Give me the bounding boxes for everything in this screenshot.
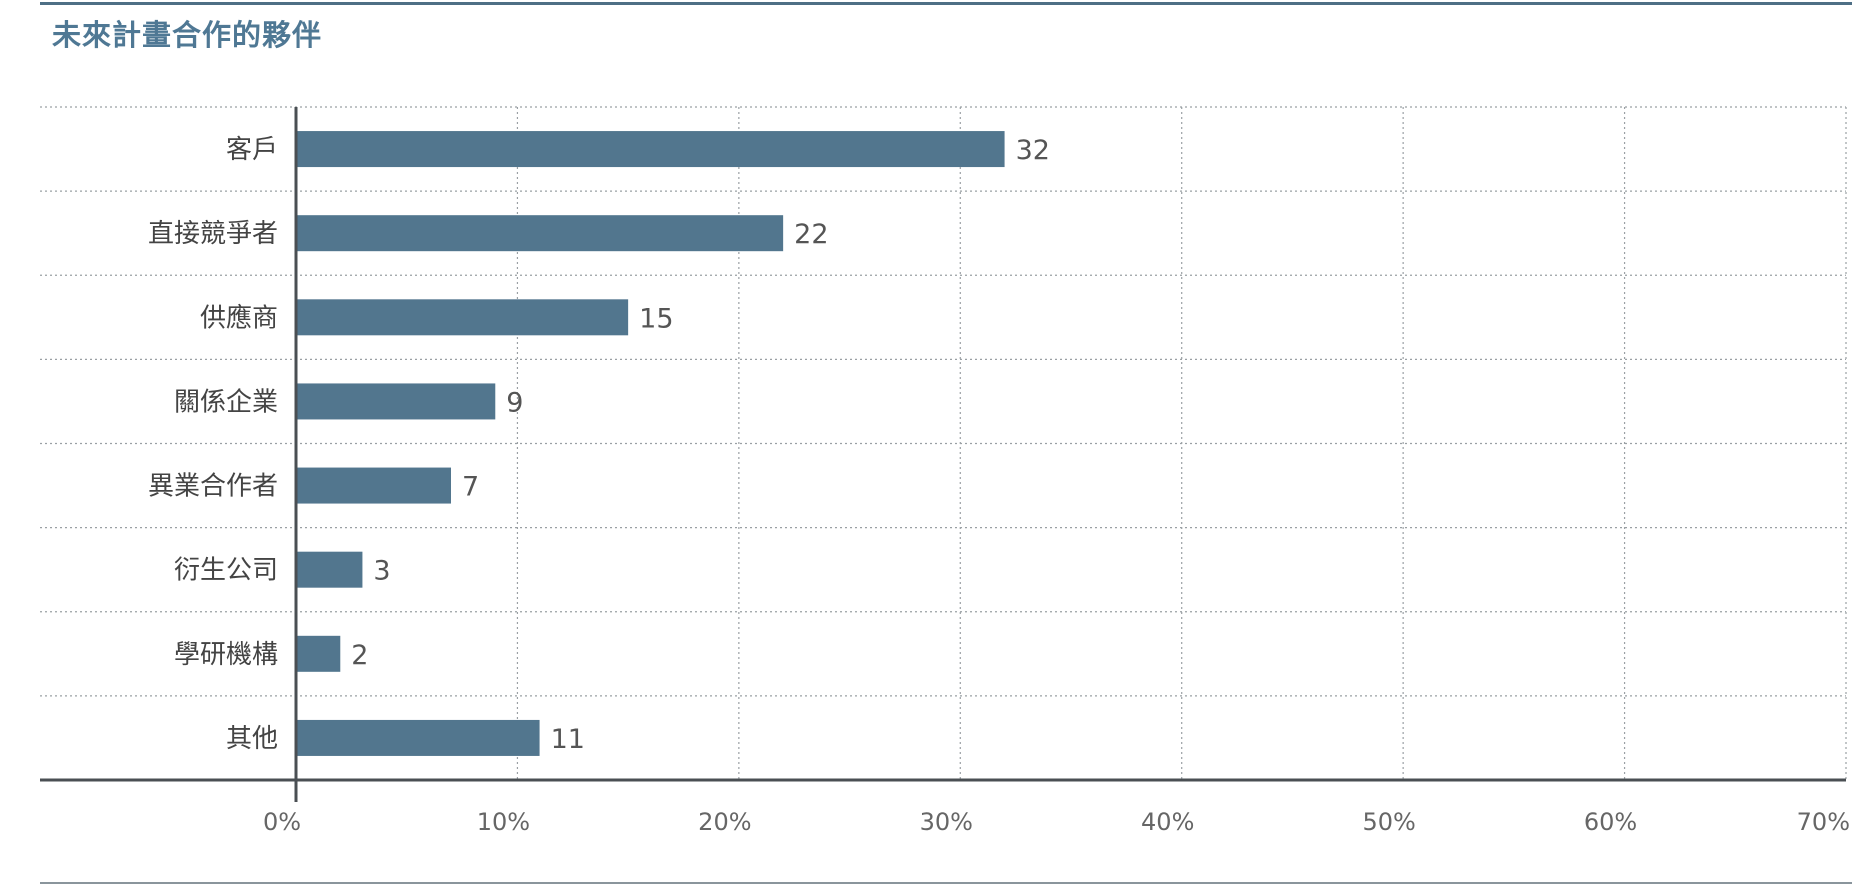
bar <box>296 131 1005 167</box>
value-label: 11 <box>551 724 585 755</box>
category-label: 關係企業 <box>174 387 278 417</box>
bar <box>296 720 540 756</box>
bar <box>296 215 783 251</box>
category-label: 直接競爭者 <box>148 219 278 249</box>
bar <box>296 383 495 419</box>
value-label: 32 <box>1016 135 1050 166</box>
bar <box>296 552 362 588</box>
category-label: 學研機構 <box>174 640 278 670</box>
value-label: 3 <box>373 556 390 587</box>
x-tick-label: 70% <box>1797 808 1850 836</box>
bar <box>296 636 340 672</box>
bar <box>296 299 628 335</box>
value-label: 7 <box>462 472 479 503</box>
x-tick-label: 40% <box>1141 808 1194 836</box>
category-label: 供應商 <box>200 303 278 333</box>
bottom-rule <box>40 882 1852 884</box>
value-label: 9 <box>506 387 523 418</box>
x-tick-label: 60% <box>1584 808 1637 836</box>
value-label: 2 <box>351 640 368 671</box>
value-label: 22 <box>794 219 828 250</box>
x-tick-label: 50% <box>1362 808 1415 836</box>
x-tick-label: 10% <box>477 808 530 836</box>
x-tick-label: 20% <box>698 808 751 836</box>
category-label: 客戶 <box>226 135 278 165</box>
bar <box>296 468 451 504</box>
x-tick-label: 30% <box>920 808 973 836</box>
category-label: 其他 <box>226 724 278 754</box>
value-label: 15 <box>639 303 673 334</box>
category-label: 衍生公司 <box>174 556 278 586</box>
x-tick-label: 0% <box>263 808 301 836</box>
category-label: 異業合作者 <box>148 472 278 502</box>
